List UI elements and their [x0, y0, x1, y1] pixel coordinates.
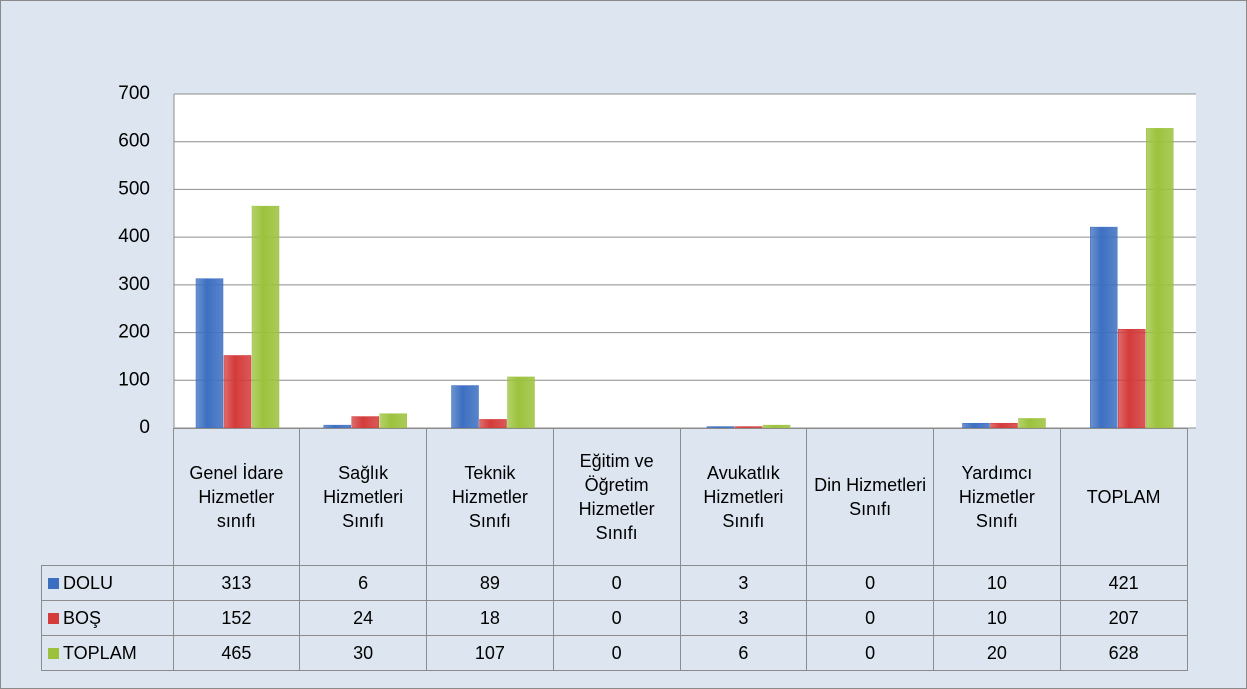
data-label: 0 — [552, 635, 681, 671]
legend-label: TOPLAM — [63, 642, 137, 663]
y-tick-label: 100 — [118, 369, 150, 390]
table-row: Genel İdare Hizmetler sınıfı Sağlık Hizme… — [41, 428, 1188, 566]
legend-swatch — [48, 612, 59, 624]
y-tick-label: 500 — [118, 178, 150, 199]
legend-entry: BOŞ — [41, 600, 174, 636]
x-tick-label: Teknik Hizmetler Sınıfı — [426, 428, 554, 566]
data-label: 152 — [172, 600, 301, 636]
y-tick-label: 600 — [118, 131, 150, 152]
data-label: 89 — [426, 565, 554, 601]
data-label: 3 — [679, 565, 808, 601]
y-tick-label: 200 — [118, 322, 150, 343]
x-tick-label: Din Hizmetleri Sınıfı — [806, 428, 934, 566]
data-label: 628 — [1059, 635, 1188, 671]
data-label: 24 — [299, 600, 427, 636]
data-label: 0 — [552, 565, 681, 601]
x-tick-label: Sağlık Hizmetleri Sınıfı — [299, 428, 427, 566]
data-label: 30 — [299, 635, 427, 671]
bar — [451, 385, 479, 429]
data-label: 0 — [806, 635, 934, 671]
data-label: 421 — [1059, 565, 1188, 601]
plot-area — [174, 94, 1196, 428]
bar — [1090, 226, 1118, 429]
data-label: 207 — [1059, 600, 1188, 636]
bar — [479, 419, 507, 429]
bar — [1118, 328, 1146, 429]
table-row: DOLU 313 6 89 0 3 0 10 421 — [41, 565, 1188, 601]
data-label: 20 — [933, 635, 1061, 671]
legend-entry: DOLU — [41, 565, 174, 601]
data-label: 6 — [299, 565, 427, 601]
y-tick-label: 700 — [118, 83, 150, 104]
x-tick-label: TOPLAM — [1059, 428, 1188, 566]
legend-swatch — [48, 577, 59, 589]
data-label: 465 — [172, 635, 301, 671]
x-tick-label: Yardımcı Hizmetler Sınıfı — [933, 428, 1061, 566]
data-label: 107 — [426, 635, 554, 671]
x-tick-label: Avukatlık Hizmetleri Sınıfı — [679, 428, 808, 566]
bar — [351, 416, 379, 429]
y-tick-label: 300 — [118, 274, 150, 295]
table-row: BOŞ 152 24 18 0 3 0 10 207 — [41, 600, 1188, 636]
data-label: 0 — [806, 565, 934, 601]
data-label: 3 — [679, 600, 808, 636]
x-tick-label: Eğitim ve Öğretim Hizmetler Sınıfı — [552, 428, 681, 566]
corner-cell — [41, 428, 174, 566]
data-label: 313 — [172, 565, 301, 601]
legend-entry: TOPLAM — [41, 635, 174, 671]
bar — [379, 413, 407, 429]
legend-label: DOLU — [63, 572, 114, 593]
bar — [251, 205, 280, 429]
table-row: TOPLAM 465 30 107 0 6 0 20 628 — [41, 635, 1188, 671]
legend-swatch — [48, 647, 59, 659]
bar — [507, 376, 535, 429]
legend-label: BOŞ — [63, 607, 102, 628]
data-label: 6 — [679, 635, 808, 671]
bar — [1018, 418, 1046, 429]
data-label: 0 — [552, 600, 681, 636]
data-label: 18 — [426, 600, 554, 636]
bar — [1146, 128, 1174, 429]
data-label: 10 — [933, 600, 1061, 636]
y-tick-label: 0 — [139, 417, 150, 438]
data-label: 10 — [933, 565, 1061, 601]
bar — [223, 355, 252, 429]
data-table: Genel İdare Hizmetler sınıfı Sağlık Hizme… — [41, 428, 1188, 671]
data-label: 0 — [806, 600, 934, 636]
x-tick-label: Genel İdare Hizmetler sınıfı — [172, 428, 301, 566]
y-tick-label: 400 — [118, 226, 150, 247]
bar — [195, 278, 224, 429]
